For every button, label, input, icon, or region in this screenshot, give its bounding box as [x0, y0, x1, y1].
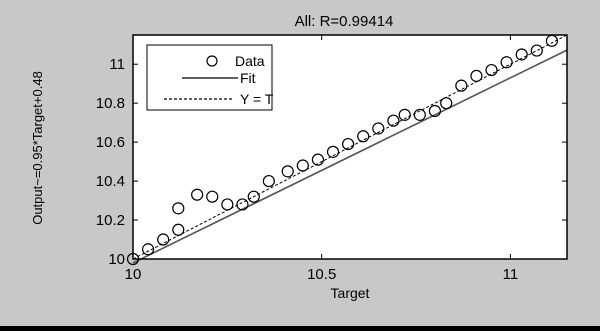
- y-axis-ticks: 10 10.2 10.4 10.6 10.8 11: [96, 56, 567, 268]
- data-point: [191, 188, 204, 201]
- data-point: [530, 44, 543, 57]
- data-point: [311, 153, 325, 166]
- legend: Data Fit Y = T: [146, 44, 274, 111]
- y-tick-label: 10.4: [96, 173, 125, 190]
- data-point: [387, 114, 400, 127]
- y-tick-label: 10.2: [96, 212, 125, 229]
- x-tick-label: 10.5: [307, 266, 336, 283]
- chart-title: All: R=0.99414: [295, 13, 394, 30]
- data-point: [428, 104, 442, 118]
- data-point: [157, 233, 170, 246]
- legend-identity-label: Y = T: [240, 91, 274, 107]
- data-point: [515, 48, 528, 61]
- data-point: [172, 202, 185, 215]
- data-point: [470, 69, 483, 83]
- data-point: [326, 145, 340, 158]
- data-point: [141, 243, 155, 256]
- y-axis-label: Output~=0.95*Target+0.48: [30, 71, 45, 225]
- fit-line: [132, 49, 568, 264]
- data-point: [296, 159, 309, 172]
- data-point: [247, 190, 260, 203]
- data-point: [372, 122, 385, 135]
- x-axis-label: Target: [331, 285, 370, 301]
- data-point: [500, 56, 513, 69]
- data-point: [398, 108, 411, 121]
- fit-lines: [132, 34, 568, 264]
- bottom-border: [0, 326, 600, 331]
- data-point: [206, 190, 219, 203]
- data-point: [172, 223, 185, 236]
- y-tick-label: 11: [109, 56, 125, 73]
- legend-data-label: Data: [235, 53, 265, 69]
- x-tick-label: 11: [503, 266, 519, 283]
- data-point: [413, 108, 426, 121]
- data-point: [281, 165, 294, 178]
- data-point: [342, 137, 355, 151]
- data-point: [455, 79, 468, 92]
- axes-box: [132, 34, 568, 260]
- data-point: [262, 174, 275, 188]
- data-point: [357, 130, 370, 143]
- data-point: [485, 63, 498, 77]
- y-tick-label: 10.6: [96, 134, 125, 151]
- data-points: [126, 34, 559, 266]
- data-point: [236, 198, 249, 211]
- y-tick-label: 10.8: [96, 95, 125, 112]
- identity-line: [132, 34, 568, 260]
- x-tick-label: 10: [125, 266, 142, 283]
- x-axis-ticks: 10 10.5 11: [125, 35, 519, 283]
- legend-fit-label: Fit: [240, 70, 256, 86]
- y-tick-label: 10: [108, 251, 125, 268]
- data-point: [440, 97, 453, 110]
- data-point: [221, 198, 234, 211]
- legend-data-marker: [206, 55, 218, 67]
